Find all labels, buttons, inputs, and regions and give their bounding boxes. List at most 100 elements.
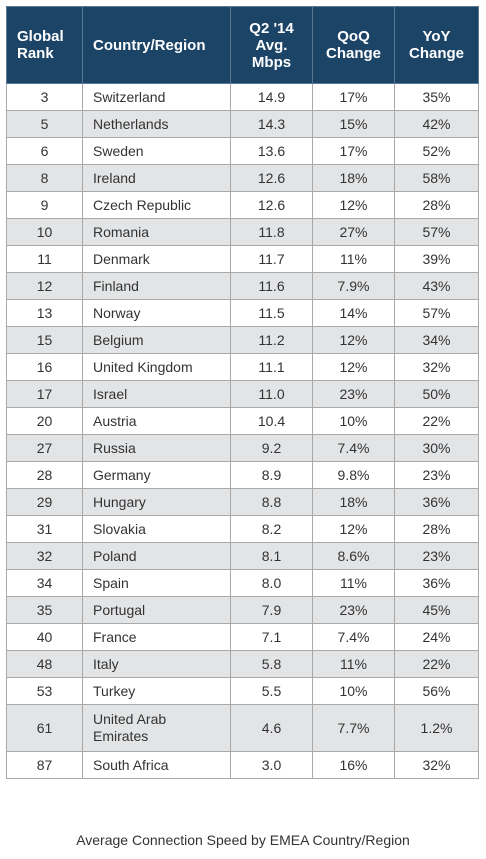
cell-qoq: 11% [312, 650, 395, 678]
cell-country: Sweden [82, 137, 231, 165]
cell-yoy: 23% [394, 542, 479, 570]
table-body: 3 Switzerland 14.9 17% 35% 5 Netherlands 14.3 15… [6, 83, 479, 779]
header-yoy-change: YoY Change [394, 6, 479, 84]
cell-qoq: 7.7% [312, 704, 395, 752]
cell-qoq: 7.9% [312, 272, 395, 300]
cell-avg-mbps: 14.3 [230, 110, 313, 138]
cell-country: Germany [82, 461, 231, 489]
cell-rank: 32 [6, 542, 83, 570]
cell-rank: 40 [6, 623, 83, 651]
header-qoq-change: QoQ Change [312, 6, 395, 84]
cell-qoq: 15% [312, 110, 395, 138]
cell-avg-mbps: 9.2 [230, 434, 313, 462]
cell-country: South Africa [82, 751, 231, 779]
cell-qoq: 9.8% [312, 461, 395, 489]
table-row: 32 Poland 8.1 8.6% 23% [6, 542, 479, 570]
cell-country: Netherlands [82, 110, 231, 138]
table-row: 15 Belgium 11.2 12% 34% [6, 326, 479, 354]
table-row: 10 Romania 11.8 27% 57% [6, 218, 479, 246]
cell-yoy: 22% [394, 407, 479, 435]
table-row: 35 Portugal 7.9 23% 45% [6, 596, 479, 624]
cell-avg-mbps: 10.4 [230, 407, 313, 435]
cell-rank: 61 [6, 704, 83, 752]
cell-country: Spain [82, 569, 231, 597]
table-row: 87 South Africa 3.0 16% 32% [6, 751, 479, 779]
cell-qoq: 10% [312, 407, 395, 435]
cell-qoq: 11% [312, 245, 395, 273]
cell-country: Poland [82, 542, 231, 570]
cell-avg-mbps: 8.8 [230, 488, 313, 516]
speed-table: Global Rank Country/Region Q2 '14 Avg. Mbps… [6, 6, 479, 779]
cell-rank: 17 [6, 380, 83, 408]
header-global-rank: Global Rank [6, 6, 83, 84]
cell-avg-mbps: 11.7 [230, 245, 313, 273]
table-row: 29 Hungary 8.8 18% 36% [6, 488, 479, 516]
cell-qoq: 14% [312, 299, 395, 327]
cell-rank: 20 [6, 407, 83, 435]
cell-rank: 6 [6, 137, 83, 165]
header-row: Global Rank Country/Region Q2 '14 Avg. Mbps… [6, 6, 479, 84]
cell-rank: 31 [6, 515, 83, 543]
cell-avg-mbps: 4.6 [230, 704, 313, 752]
cell-rank: 11 [6, 245, 83, 273]
cell-rank: 28 [6, 461, 83, 489]
cell-yoy: 24% [394, 623, 479, 651]
cell-avg-mbps: 7.9 [230, 596, 313, 624]
table-row: 31 Slovakia 8.2 12% 28% [6, 515, 479, 543]
cell-yoy: 34% [394, 326, 479, 354]
table-row: 20 Austria 10.4 10% 22% [6, 407, 479, 435]
cell-qoq: 23% [312, 380, 395, 408]
cell-country: Portugal [82, 596, 231, 624]
cell-country: Israel [82, 380, 231, 408]
cell-yoy: 52% [394, 137, 479, 165]
cell-yoy: 22% [394, 650, 479, 678]
table-row: 53 Turkey 5.5 10% 56% [6, 677, 479, 705]
cell-rank: 13 [6, 299, 83, 327]
table-row: 11 Denmark 11.7 11% 39% [6, 245, 479, 273]
table-row: 6 Sweden 13.6 17% 52% [6, 137, 479, 165]
cell-country: Denmark [82, 245, 231, 273]
cell-yoy: 43% [394, 272, 479, 300]
cell-qoq: 12% [312, 515, 395, 543]
cell-qoq: 7.4% [312, 623, 395, 651]
cell-rank: 27 [6, 434, 83, 462]
cell-country: Italy [82, 650, 231, 678]
cell-qoq: 7.4% [312, 434, 395, 462]
cell-rank: 15 [6, 326, 83, 354]
cell-qoq: 23% [312, 596, 395, 624]
cell-avg-mbps: 12.6 [230, 164, 313, 192]
header-avg-mbps: Q2 '14 Avg. Mbps [230, 6, 313, 84]
cell-avg-mbps: 11.5 [230, 299, 313, 327]
table-header: Global Rank Country/Region Q2 '14 Avg. Mbps… [6, 6, 479, 84]
cell-rank: 3 [6, 83, 83, 111]
table-row: 17 Israel 11.0 23% 50% [6, 380, 479, 408]
cell-rank: 48 [6, 650, 83, 678]
cell-avg-mbps: 12.6 [230, 191, 313, 219]
cell-country: United Kingdom [82, 353, 231, 381]
cell-rank: 87 [6, 751, 83, 779]
table-row: 48 Italy 5.8 11% 22% [6, 650, 479, 678]
cell-qoq: 12% [312, 326, 395, 354]
cell-yoy: 28% [394, 515, 479, 543]
cell-country: Russia [82, 434, 231, 462]
cell-yoy: 57% [394, 218, 479, 246]
cell-yoy: 36% [394, 569, 479, 597]
cell-rank: 53 [6, 677, 83, 705]
cell-yoy: 30% [394, 434, 479, 462]
cell-rank: 35 [6, 596, 83, 624]
cell-country: Austria [82, 407, 231, 435]
cell-avg-mbps: 11.2 [230, 326, 313, 354]
cell-avg-mbps: 11.0 [230, 380, 313, 408]
cell-qoq: 11% [312, 569, 395, 597]
cell-country: Norway [82, 299, 231, 327]
cell-yoy: 1.2% [394, 704, 479, 752]
cell-country: Turkey [82, 677, 231, 705]
cell-avg-mbps: 14.9 [230, 83, 313, 111]
cell-country: Ireland [82, 164, 231, 192]
table-row: 27 Russia 9.2 7.4% 30% [6, 434, 479, 462]
cell-yoy: 36% [394, 488, 479, 516]
table-row: 34 Spain 8.0 11% 36% [6, 569, 479, 597]
cell-avg-mbps: 8.1 [230, 542, 313, 570]
cell-country: United Arab Emirates [82, 704, 231, 752]
cell-country: Romania [82, 218, 231, 246]
